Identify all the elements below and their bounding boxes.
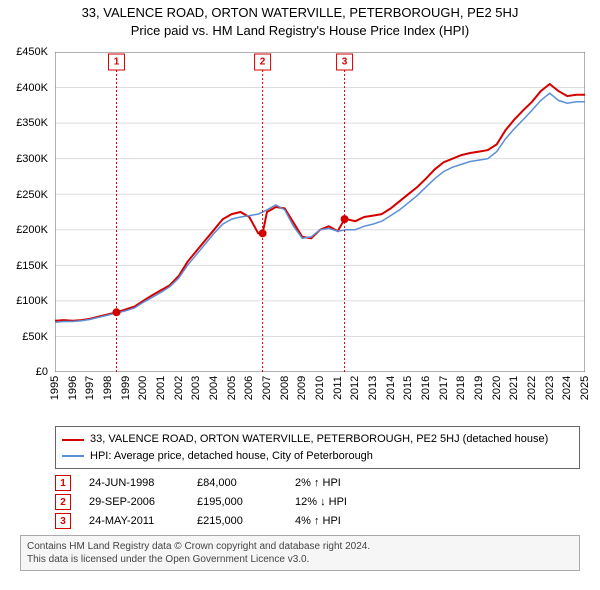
y-axis-label: £150K <box>16 260 48 272</box>
x-axis-label: 1998 <box>102 376 114 400</box>
marker-dot-2 <box>259 230 267 238</box>
series-property <box>55 84 585 321</box>
x-axis-label: 2009 <box>296 376 308 400</box>
legend: 33, VALENCE ROAD, ORTON WATERVILLE, PETE… <box>55 426 580 469</box>
event-price: £215,000 <box>197 515 277 527</box>
y-axis-label: £50K <box>22 331 48 343</box>
x-axis-label: 2014 <box>385 376 397 400</box>
x-axis-label: 2010 <box>314 376 326 400</box>
legend-row: HPI: Average price, detached house, City… <box>62 448 573 465</box>
chart-container: 33, VALENCE ROAD, ORTON WATERVILLE, PETE… <box>0 0 600 590</box>
x-axis-label: 2025 <box>579 376 591 400</box>
x-axis-label: 2011 <box>332 377 344 401</box>
footer-line2: This data is licensed under the Open Gov… <box>27 553 573 566</box>
event-marker-box: 1 <box>55 475 71 491</box>
x-axis-label: 2019 <box>473 376 485 400</box>
title-address: 33, VALENCE ROAD, ORTON WATERVILLE, PETE… <box>0 4 600 22</box>
event-date: 24-MAY-2011 <box>89 515 179 527</box>
x-axis-label: 2002 <box>173 376 185 400</box>
x-axis-label: 2015 <box>402 376 414 400</box>
marker-num-3: 3 <box>342 57 348 68</box>
y-axis-label: £0 <box>36 366 48 378</box>
event-price: £195,000 <box>197 496 277 508</box>
legend-swatch <box>62 455 84 457</box>
x-axis-label: 2021 <box>508 376 520 400</box>
x-axis-label: 2023 <box>544 376 556 400</box>
x-axis-label: 2012 <box>349 376 361 400</box>
series-hpi <box>55 94 585 323</box>
x-axis-label: 2008 <box>279 376 291 400</box>
title-block: 33, VALENCE ROAD, ORTON WATERVILLE, PETE… <box>0 0 600 42</box>
legend-swatch <box>62 439 84 441</box>
chart-area: 1 2 3 £0 £50K £100K £150K £200K £250K £300K £350K… <box>0 42 600 422</box>
y-axis-label: £200K <box>16 224 48 236</box>
y-axis-label: £400K <box>16 82 48 94</box>
event-diff: 2% ↑ HPI <box>295 477 385 489</box>
footer-line1: Contains HM Land Registry data © Crown c… <box>27 540 573 553</box>
x-axis-label: 2006 <box>243 376 255 400</box>
x-axis-label: 1996 <box>67 376 79 400</box>
event-diff: 12% ↓ HPI <box>295 496 385 508</box>
x-axis-label: 2020 <box>491 376 503 400</box>
x-axis-label: 1999 <box>120 376 132 400</box>
plot-svg: 1 2 3 <box>55 52 585 372</box>
x-axis-label: 1995 <box>49 376 61 400</box>
marker-dot-3 <box>341 215 349 223</box>
marker-num-1: 1 <box>114 57 120 68</box>
event-date: 24-JUN-1998 <box>89 477 179 489</box>
x-axis-label: 2007 <box>261 376 273 400</box>
event-marker-box: 3 <box>55 513 71 529</box>
x-axis-label: 2017 <box>438 376 450 400</box>
event-date: 29-SEP-2006 <box>89 496 179 508</box>
marker-num-2: 2 <box>260 57 266 68</box>
marker-dot-1 <box>112 309 120 317</box>
event-price: £84,000 <box>197 477 277 489</box>
title-subtitle: Price paid vs. HM Land Registry's House … <box>0 22 600 40</box>
y-axis-label: £450K <box>16 46 48 58</box>
events-table: 1 24-JUN-1998 £84,000 2% ↑ HPI 2 29-SEP-2006 £… <box>55 475 580 529</box>
x-axis-label: 2001 <box>155 376 167 400</box>
x-axis-label: 2016 <box>420 376 432 400</box>
x-axis-label: 2022 <box>526 376 538 400</box>
event-diff: 4% ↑ HPI <box>295 515 385 527</box>
y-axis-label: £300K <box>16 153 48 165</box>
event-marker-box: 2 <box>55 494 71 510</box>
y-axis-label: £350K <box>16 117 48 129</box>
legend-label: 33, VALENCE ROAD, ORTON WATERVILLE, PETE… <box>90 431 548 448</box>
event-row: 2 29-SEP-2006 £195,000 12% ↓ HPI <box>55 494 580 510</box>
legend-row: 33, VALENCE ROAD, ORTON WATERVILLE, PETE… <box>62 431 573 448</box>
x-axis-label: 2004 <box>208 376 220 400</box>
x-axis-label: 1997 <box>84 376 96 400</box>
x-axis-label: 2024 <box>561 376 573 400</box>
x-axis-label: 2000 <box>137 376 149 400</box>
legend-label: HPI: Average price, detached house, City… <box>90 448 373 465</box>
y-axis-label: £250K <box>16 189 48 201</box>
event-row: 3 24-MAY-2011 £215,000 4% ↑ HPI <box>55 513 580 529</box>
x-axis-label: 2005 <box>226 376 238 400</box>
x-axis-label: 2003 <box>190 376 202 400</box>
event-row: 1 24-JUN-1998 £84,000 2% ↑ HPI <box>55 475 580 491</box>
x-axis-label: 2018 <box>455 376 467 400</box>
footer-attribution: Contains HM Land Registry data © Crown c… <box>20 535 580 571</box>
y-axis-label: £100K <box>16 295 48 307</box>
x-axis-label: 2013 <box>367 376 379 400</box>
